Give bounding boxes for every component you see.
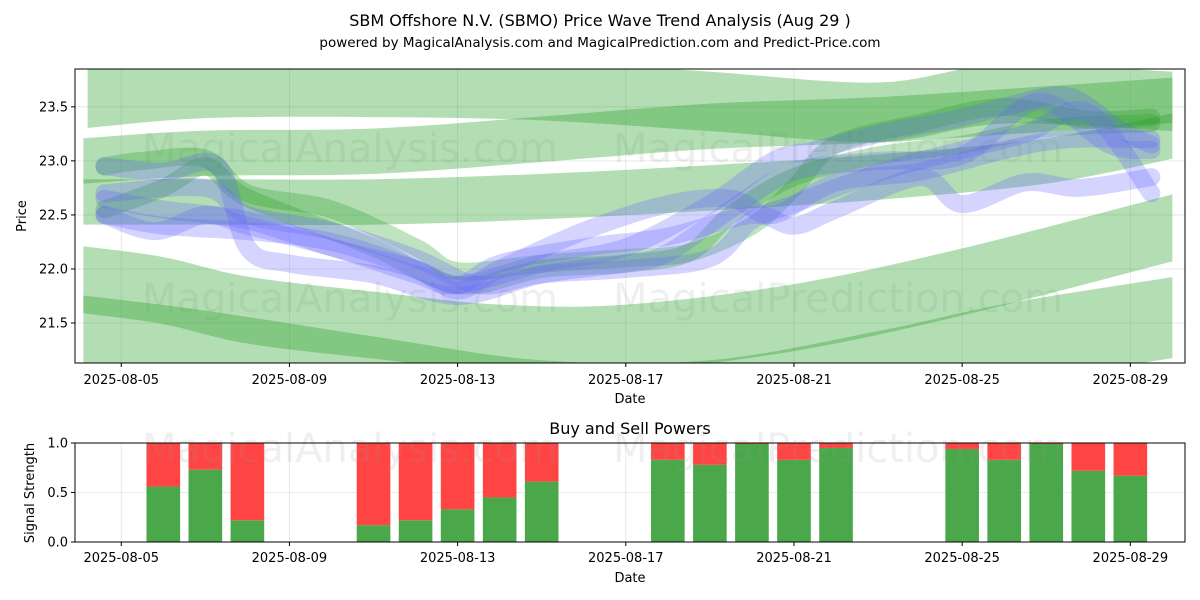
price-x-label: Date <box>614 392 645 407</box>
wave-line-4 <box>95 129 1161 300</box>
wave-line-2 <box>95 114 1161 295</box>
power-x-tick-label: 2025-08-21 <box>756 551 832 566</box>
sell-bar <box>188 443 223 470</box>
wave-line-7 <box>95 101 1161 295</box>
price-grid <box>75 69 1185 363</box>
price-watermarks: MagicalAnalysis.com MagicalPrediction.co… <box>142 126 1063 322</box>
sell-bar <box>230 443 265 521</box>
buy-bar <box>651 459 685 542</box>
sell-bar <box>651 443 685 460</box>
price-ticks: 2025-08-05 2025-08-09 2025-08-13 2025-08-17… <box>39 100 1168 388</box>
green-band-upper <box>83 77 1173 184</box>
green-bands <box>83 69 1173 363</box>
sell-bar <box>945 443 979 449</box>
power-panel: Buy and Sell Powers MagicalAnalysis.com … <box>23 419 1186 586</box>
green-band-bottom <box>83 277 1173 363</box>
sell-bar <box>440 443 475 510</box>
price-y-tick-label: 22.0 <box>39 262 68 277</box>
power-ticks: 2025-08-05 2025-08-09 2025-08-13 2025-08-17… <box>47 437 1168 567</box>
power-x-tick-label: 2025-08-29 <box>1093 551 1169 566</box>
buy-bar <box>1071 470 1106 542</box>
price-x-tick-label: 2025-08-09 <box>252 373 328 388</box>
sell-bar <box>693 443 727 465</box>
power-y-tick-label: 0.0 <box>47 536 68 551</box>
price-x-tick-label: 2025-08-05 <box>83 373 159 388</box>
wave-line-1 <box>95 97 1161 281</box>
power-x-label: Date <box>614 571 645 586</box>
wave-line-5 <box>95 168 1161 295</box>
buy-bar <box>188 469 223 542</box>
price-x-tick-label: 2025-08-13 <box>420 373 496 388</box>
watermark-analysis-top: MagicalAnalysis.com <box>142 126 558 172</box>
green-band-middle <box>83 113 1173 226</box>
sell-bar <box>356 443 391 526</box>
power-x-tick-label: 2025-08-05 <box>83 551 159 566</box>
watermark-analysis-mid: MagicalAnalysis.com <box>142 276 558 322</box>
green-band-lower <box>83 194 1173 363</box>
sell-bar <box>819 443 853 448</box>
buy-bar <box>819 447 853 542</box>
watermark-prediction-bottom: MagicalPrediction.com <box>613 426 1063 472</box>
power-title: Buy and Sell Powers <box>549 419 711 438</box>
buy-bar <box>777 459 811 542</box>
power-x-tick-label: 2025-08-17 <box>588 551 664 566</box>
sell-bar <box>1113 443 1148 476</box>
power-x-tick-label: 2025-08-25 <box>924 551 1000 566</box>
sell-bar <box>987 443 1022 460</box>
buy-bar <box>987 459 1022 542</box>
price-x-tick-label: 2025-08-29 <box>1093 373 1169 388</box>
wave-lines <box>95 86 1161 305</box>
power-x-tick-label: 2025-08-09 <box>252 551 328 566</box>
sell-bar <box>146 443 181 487</box>
sell-bar <box>1071 443 1106 471</box>
buy-bar <box>735 443 769 542</box>
buy-bar <box>1113 475 1148 542</box>
buy-bar <box>693 464 727 542</box>
chart-subtitle: powered by MagicalAnalysis.com and Magic… <box>319 35 880 51</box>
sell-bar <box>398 443 433 521</box>
buy-bar <box>356 525 391 542</box>
power-x-tick-label: 2025-08-13 <box>420 551 496 566</box>
wave-line-6 <box>95 86 1161 295</box>
buy-bar <box>398 520 433 542</box>
chart-title: SBM Offshore N.V. (SBMO) Price Wave Tren… <box>349 11 851 30</box>
power-watermarks: MagicalAnalysis.com MagicalPrediction.co… <box>142 426 1063 472</box>
power-bars <box>146 443 1148 542</box>
sell-bar <box>482 443 517 498</box>
price-panel: MagicalAnalysis.com MagicalPrediction.co… <box>15 68 1186 407</box>
power-y-tick-label: 1.0 <box>47 437 68 452</box>
sell-bar <box>524 443 559 482</box>
buy-bar <box>1029 443 1064 542</box>
watermark-prediction-mid: MagicalPrediction.com <box>613 276 1063 322</box>
buy-bar <box>146 486 181 542</box>
sell-bar <box>777 443 811 460</box>
price-y-tick-label: 23.5 <box>39 100 68 115</box>
buy-bar <box>524 481 559 542</box>
wave-line-3 <box>95 92 1161 305</box>
price-x-tick-label: 2025-08-17 <box>588 373 664 388</box>
power-y-tick-label: 0.5 <box>47 486 68 501</box>
buy-bar <box>440 509 475 542</box>
price-axes-frame <box>74 68 1186 364</box>
buy-bar <box>482 497 517 542</box>
price-x-tick-label: 2025-08-21 <box>756 373 832 388</box>
price-y-tick-label: 21.5 <box>39 317 68 332</box>
green-band-top <box>87 69 1173 143</box>
price-y-tick-label: 22.5 <box>39 208 68 223</box>
watermark-prediction-top: MagicalPrediction.com <box>613 126 1063 172</box>
buy-bar <box>945 448 979 542</box>
power-y-label: Signal Strength <box>23 443 38 543</box>
price-x-tick-label: 2025-08-25 <box>924 373 1000 388</box>
buy-bar <box>230 520 265 542</box>
price-y-label: Price <box>15 200 30 232</box>
watermark-analysis-bottom: MagicalAnalysis.com <box>142 426 558 472</box>
price-y-tick-label: 23.0 <box>39 154 68 169</box>
